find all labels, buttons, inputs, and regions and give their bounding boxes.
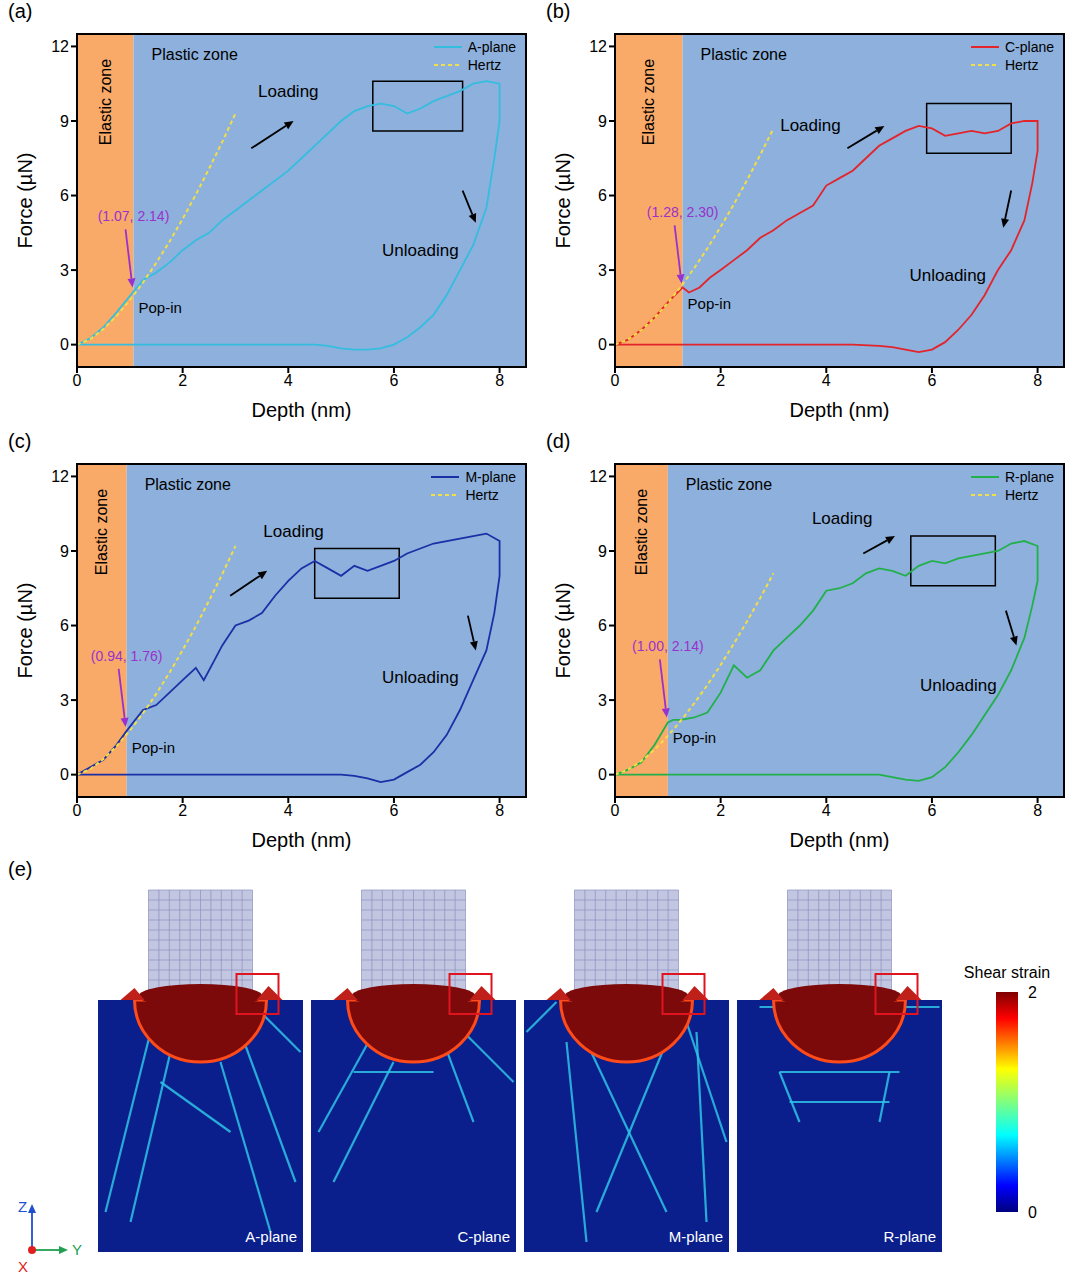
svg-text:4: 4	[822, 372, 831, 389]
html-text:R-plane: R-plane	[1005, 469, 1054, 485]
html-text:(a): (a)	[8, 0, 33, 22]
svg-text:Pop-in: Pop-in	[132, 739, 175, 756]
svg-text:3: 3	[598, 262, 607, 279]
svg-text:6: 6	[927, 372, 936, 389]
svg-text:2: 2	[716, 802, 725, 819]
html-text:(e): (e)	[8, 858, 33, 880]
svg-text:Elastic zone: Elastic zone	[93, 489, 110, 575]
svg-text:0: 0	[1028, 1204, 1037, 1221]
svg-text:6: 6	[389, 372, 398, 389]
svg-text:3: 3	[60, 692, 69, 709]
svg-text:X: X	[18, 1258, 28, 1275]
svg-text:Depth (nm): Depth (nm)	[251, 829, 351, 851]
svg-text:4: 4	[284, 372, 293, 389]
html-text:A-plane: A-plane	[467, 39, 516, 55]
svg-text:2: 2	[178, 802, 187, 819]
html-text:(c): (c)	[8, 430, 32, 452]
svg-text:0: 0	[60, 336, 69, 353]
svg-text:(0.94, 1.76): (0.94, 1.76)	[91, 648, 163, 664]
svg-text:0: 0	[60, 766, 69, 783]
svg-text:6: 6	[389, 802, 398, 819]
svg-text:Force (µN): Force (µN)	[552, 583, 574, 679]
svg-text:3: 3	[60, 262, 69, 279]
svg-text:8: 8	[1033, 802, 1042, 819]
svg-text:Depth (nm): Depth (nm)	[789, 399, 889, 421]
svg-text:0: 0	[611, 372, 620, 389]
svg-text:Plastic zone: Plastic zone	[152, 46, 238, 63]
svg-text:12: 12	[51, 38, 69, 55]
svg-text:2: 2	[716, 372, 725, 389]
svg-text:6: 6	[598, 187, 607, 204]
svg-text:Unloading: Unloading	[382, 668, 459, 687]
svg-text:C-plane: C-plane	[457, 1228, 510, 1245]
svg-text:6: 6	[598, 617, 607, 634]
svg-text:Pop-in: Pop-in	[688, 295, 731, 312]
svg-text:0: 0	[598, 766, 607, 783]
svg-text:0: 0	[73, 372, 82, 389]
html-text:C-plane: C-plane	[1005, 39, 1054, 55]
svg-text:Shear strain: Shear strain	[964, 964, 1050, 981]
svg-text:8: 8	[1033, 372, 1042, 389]
svg-text:Unloading: Unloading	[910, 266, 987, 285]
svg-text:Pop-in: Pop-in	[139, 299, 182, 316]
svg-text:Z: Z	[18, 1198, 27, 1215]
svg-text:Depth (nm): Depth (nm)	[251, 399, 351, 421]
svg-text:R-plane: R-plane	[883, 1228, 936, 1245]
svg-text:Pop-in: Pop-in	[673, 729, 716, 746]
svg-text:12: 12	[589, 468, 607, 485]
svg-text:2: 2	[1028, 984, 1037, 1001]
svg-text:(1.28, 2.30): (1.28, 2.30)	[647, 204, 719, 220]
html-text:Hertz: Hertz	[1005, 57, 1039, 73]
svg-text:Unloading: Unloading	[920, 676, 997, 695]
svg-text:6: 6	[927, 802, 936, 819]
html-text:(b): (b)	[546, 0, 571, 22]
svg-text:Force (µN): Force (µN)	[14, 153, 36, 249]
svg-text:8: 8	[495, 802, 504, 819]
svg-text:Y: Y	[72, 1241, 82, 1258]
html-text:M-plane: M-plane	[465, 469, 516, 485]
svg-text:0: 0	[611, 802, 620, 819]
html-text:Hertz: Hertz	[467, 57, 502, 73]
svg-text:Force (µN): Force (µN)	[552, 153, 574, 249]
svg-text:Plastic zone: Plastic zone	[145, 476, 231, 493]
svg-text:9: 9	[60, 113, 69, 130]
svg-text:Depth (nm): Depth (nm)	[789, 829, 889, 851]
svg-text:Force (µN): Force (µN)	[14, 583, 36, 679]
svg-text:12: 12	[589, 38, 607, 55]
svg-text:9: 9	[598, 113, 607, 130]
svg-text:2: 2	[178, 372, 187, 389]
svg-text:A-plane: A-plane	[245, 1228, 297, 1245]
svg-text:9: 9	[598, 543, 607, 560]
svg-text:6: 6	[60, 187, 69, 204]
svg-text:(1.00, 2.14): (1.00, 2.14)	[632, 638, 704, 654]
svg-text:Plastic zone: Plastic zone	[701, 46, 787, 63]
svg-text:0: 0	[598, 336, 607, 353]
svg-text:M-plane: M-plane	[669, 1228, 723, 1245]
svg-text:6: 6	[60, 617, 69, 634]
svg-text:8: 8	[495, 372, 504, 389]
svg-text:Plastic zone: Plastic zone	[686, 476, 772, 493]
svg-text:Elastic zone: Elastic zone	[97, 59, 114, 145]
svg-text:4: 4	[822, 802, 831, 819]
svg-text:3: 3	[598, 692, 607, 709]
svg-text:Unloading: Unloading	[382, 241, 459, 260]
svg-text:Loading: Loading	[780, 116, 841, 135]
html-text:Hertz: Hertz	[1005, 487, 1039, 503]
svg-text:(1.07, 2.14): (1.07, 2.14)	[98, 208, 170, 224]
svg-text:0: 0	[73, 802, 82, 819]
svg-text:4: 4	[284, 802, 293, 819]
svg-text:Loading: Loading	[258, 82, 319, 101]
svg-text:Loading: Loading	[812, 509, 873, 528]
html-text:(d): (d)	[546, 430, 571, 452]
svg-text:Elastic zone: Elastic zone	[633, 489, 650, 575]
html-text:Hertz: Hertz	[465, 487, 499, 503]
svg-text:9: 9	[60, 543, 69, 560]
svg-text:Loading: Loading	[263, 522, 324, 541]
svg-text:12: 12	[51, 468, 69, 485]
svg-text:Elastic zone: Elastic zone	[640, 59, 657, 145]
